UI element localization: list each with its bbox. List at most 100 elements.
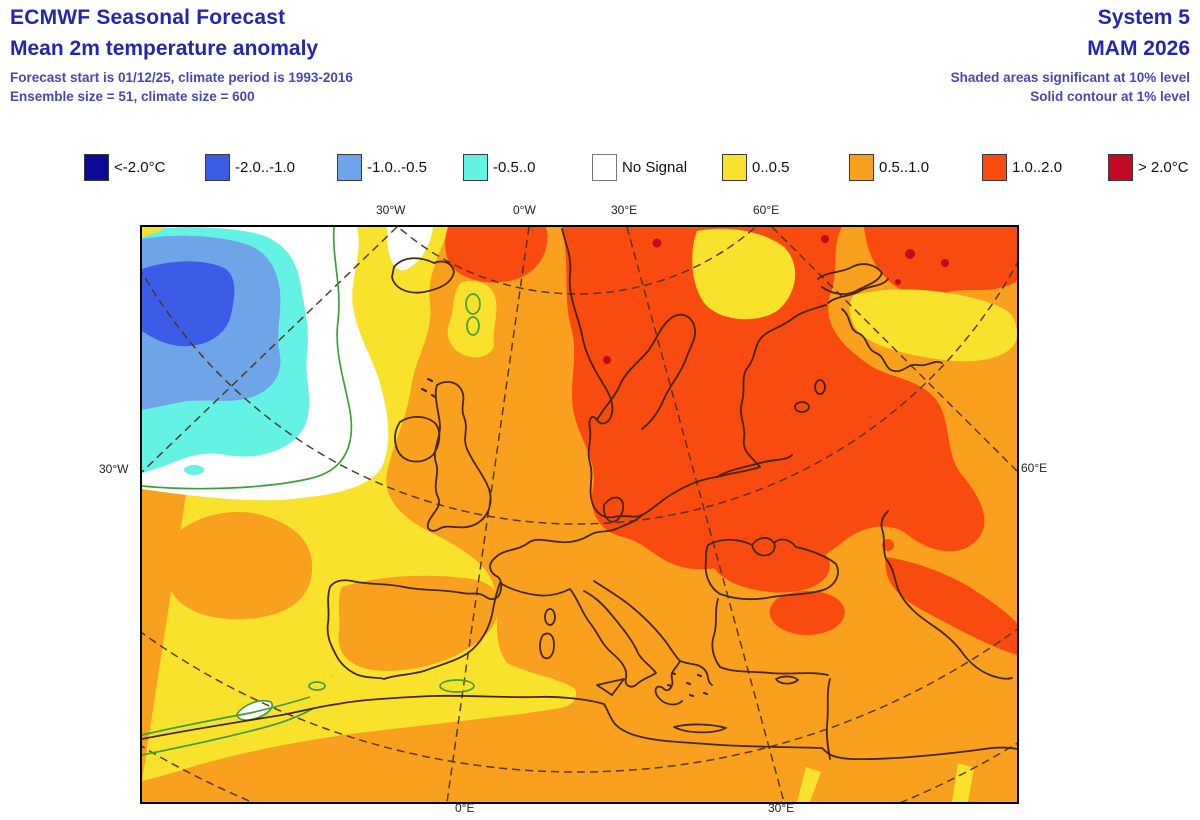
- region-red-scandinavia: [562, 227, 985, 570]
- significance-note-1: Shaded areas significant at 10% level: [950, 70, 1190, 85]
- europe-anomaly-map-svg: [142, 227, 1017, 802]
- coast-denmark: [603, 496, 625, 523]
- coast-great-britain: [426, 380, 492, 532]
- legend-label: -1.0..-0.5: [367, 158, 428, 176]
- period-label: MAM 2026: [1087, 37, 1190, 60]
- significance-note-2: Solid contour at 1% level: [1030, 89, 1190, 104]
- region-orange-iberia: [338, 575, 500, 671]
- contour-africa-2: [142, 707, 315, 756]
- coast-lake-onega: [814, 379, 826, 395]
- legend-swatch: [849, 153, 874, 181]
- tick-top-30w: 30°W: [376, 203, 406, 217]
- region-orange-africa-sw: [142, 782, 246, 802]
- meridian-60e: [771, 227, 1017, 472]
- legend-label: 0.5..1.0: [879, 158, 930, 176]
- region-yellow-top-right: [849, 289, 1017, 362]
- contour-africa-1: [142, 696, 311, 736]
- coast-lake-ladoga: [794, 401, 810, 413]
- region-royalblue: [142, 261, 235, 347]
- region-red-anatolia: [769, 590, 845, 636]
- tick-right-60e: 60°E: [1021, 461, 1048, 475]
- region-darkred-specks: [603, 235, 949, 364]
- coast-sardinia: [539, 632, 555, 660]
- forecast-meta-2: Ensemble size = 51, climate size = 600: [10, 89, 255, 104]
- coast-white-sea: [827, 278, 943, 373]
- legend-item: > 2.0°C: [1108, 152, 1189, 182]
- meridian-0: [446, 227, 530, 802]
- coast-cyprus: [775, 675, 799, 685]
- region-yellow-corner-wedge: [142, 227, 166, 237]
- legend-label: No Signal: [622, 158, 688, 176]
- parallel-arc-3: [142, 628, 1017, 773]
- legend-swatch: [982, 153, 1007, 181]
- region-red-iceland-north: [445, 227, 548, 283]
- header-left: ECMWF Seasonal Forecast Mean 2m temperat…: [10, 6, 353, 104]
- tick-top-60e: 60°E: [753, 203, 780, 217]
- coast-turkey-south: [719, 666, 829, 676]
- region-yellow-streak-2: [952, 763, 974, 802]
- region-cyan-speck: [184, 465, 204, 475]
- coast-baltic: [641, 466, 761, 516]
- coast-sicily: [596, 678, 625, 696]
- coast-continent-west: [326, 514, 643, 680]
- page-title: ECMWF Seasonal Forecast: [10, 6, 286, 29]
- contour-cold-blob: [142, 227, 353, 490]
- legend-item: -0.5..0: [463, 152, 536, 182]
- coast-black-sea: [704, 537, 839, 601]
- legend-label: -0.5..0: [493, 158, 536, 176]
- region-white-wedge: [386, 227, 433, 271]
- color-legend: <-2.0°C -2.0..-1.0 -1.0..-0.5 -0.5..0 No…: [0, 152, 1200, 184]
- tick-bottom-30e: 30°E: [768, 801, 795, 815]
- coast-hebrides: [420, 377, 437, 399]
- forecast-meta-1: Forecast start is 01/12/25, climate peri…: [10, 70, 353, 85]
- tick-bottom-0e: 0°E: [455, 801, 475, 815]
- coast-corsica: [544, 608, 556, 626]
- coast-gulf-of-finland: [716, 454, 793, 478]
- system-label: System 5: [1097, 6, 1190, 29]
- tick-top-30e: 30°E: [611, 203, 638, 217]
- coast-ireland: [394, 415, 441, 463]
- region-red-ne-corner: [864, 227, 1017, 297]
- legend-swatch: [592, 153, 617, 181]
- legend-swatch: [722, 153, 747, 181]
- region-red-caspian: [885, 557, 1017, 655]
- coast-spain-south-east: [383, 582, 501, 680]
- legend-item: 0..0.5: [722, 152, 790, 182]
- region-yellow-streak-1: [797, 767, 821, 802]
- forecast-map-panel: [140, 225, 1019, 804]
- legend-label: <-2.0°C: [114, 158, 166, 176]
- meridian-30w: [142, 227, 398, 473]
- coast-bothnia-gulf: [596, 313, 696, 430]
- legend-label: -2.0..-1.0: [235, 158, 296, 176]
- region-orange-midatlantic: [163, 512, 313, 620]
- header-right: System 5 MAM 2026 Shaded areas significa…: [951, 6, 1190, 104]
- tick-left-30w: 30°W: [99, 462, 129, 476]
- region-yellow-top-middle: [692, 228, 796, 320]
- contour-eight-bottom: [466, 316, 480, 336]
- coast-france-med-italy: [499, 582, 657, 688]
- region-red-spot: [882, 539, 894, 551]
- region-white-morocco: [237, 700, 273, 721]
- coast-caspian: [880, 510, 1013, 680]
- coast-adriatic-balkans: [593, 580, 681, 662]
- coast-iceland: [391, 257, 455, 294]
- coast-kola: [817, 263, 883, 295]
- coast-crete: [673, 723, 727, 734]
- coast-finland-east: [740, 304, 827, 468]
- legend-swatch: [84, 153, 109, 181]
- legend-item: No Signal: [592, 152, 687, 182]
- region-yellow-s-iceland: [447, 281, 497, 358]
- legend-swatch: [337, 153, 362, 181]
- contour-morocco: [236, 699, 273, 722]
- page-subtitle: Mean 2m temperature anomaly: [10, 37, 319, 60]
- tick-top-0w: 0°W: [513, 203, 536, 217]
- graticule-layer: [142, 227, 1017, 802]
- legend-item: -2.0..-1.0: [205, 152, 295, 182]
- legend-swatch: [463, 153, 488, 181]
- legend-item: <-2.0°C: [84, 152, 165, 182]
- legend-item: 0.5..1.0: [849, 152, 929, 182]
- coast-africa: [142, 694, 1017, 761]
- legend-item: 1.0..2.0: [982, 152, 1062, 182]
- legend-label: 1.0..2.0: [1012, 158, 1063, 176]
- coast-levant: [825, 678, 831, 760]
